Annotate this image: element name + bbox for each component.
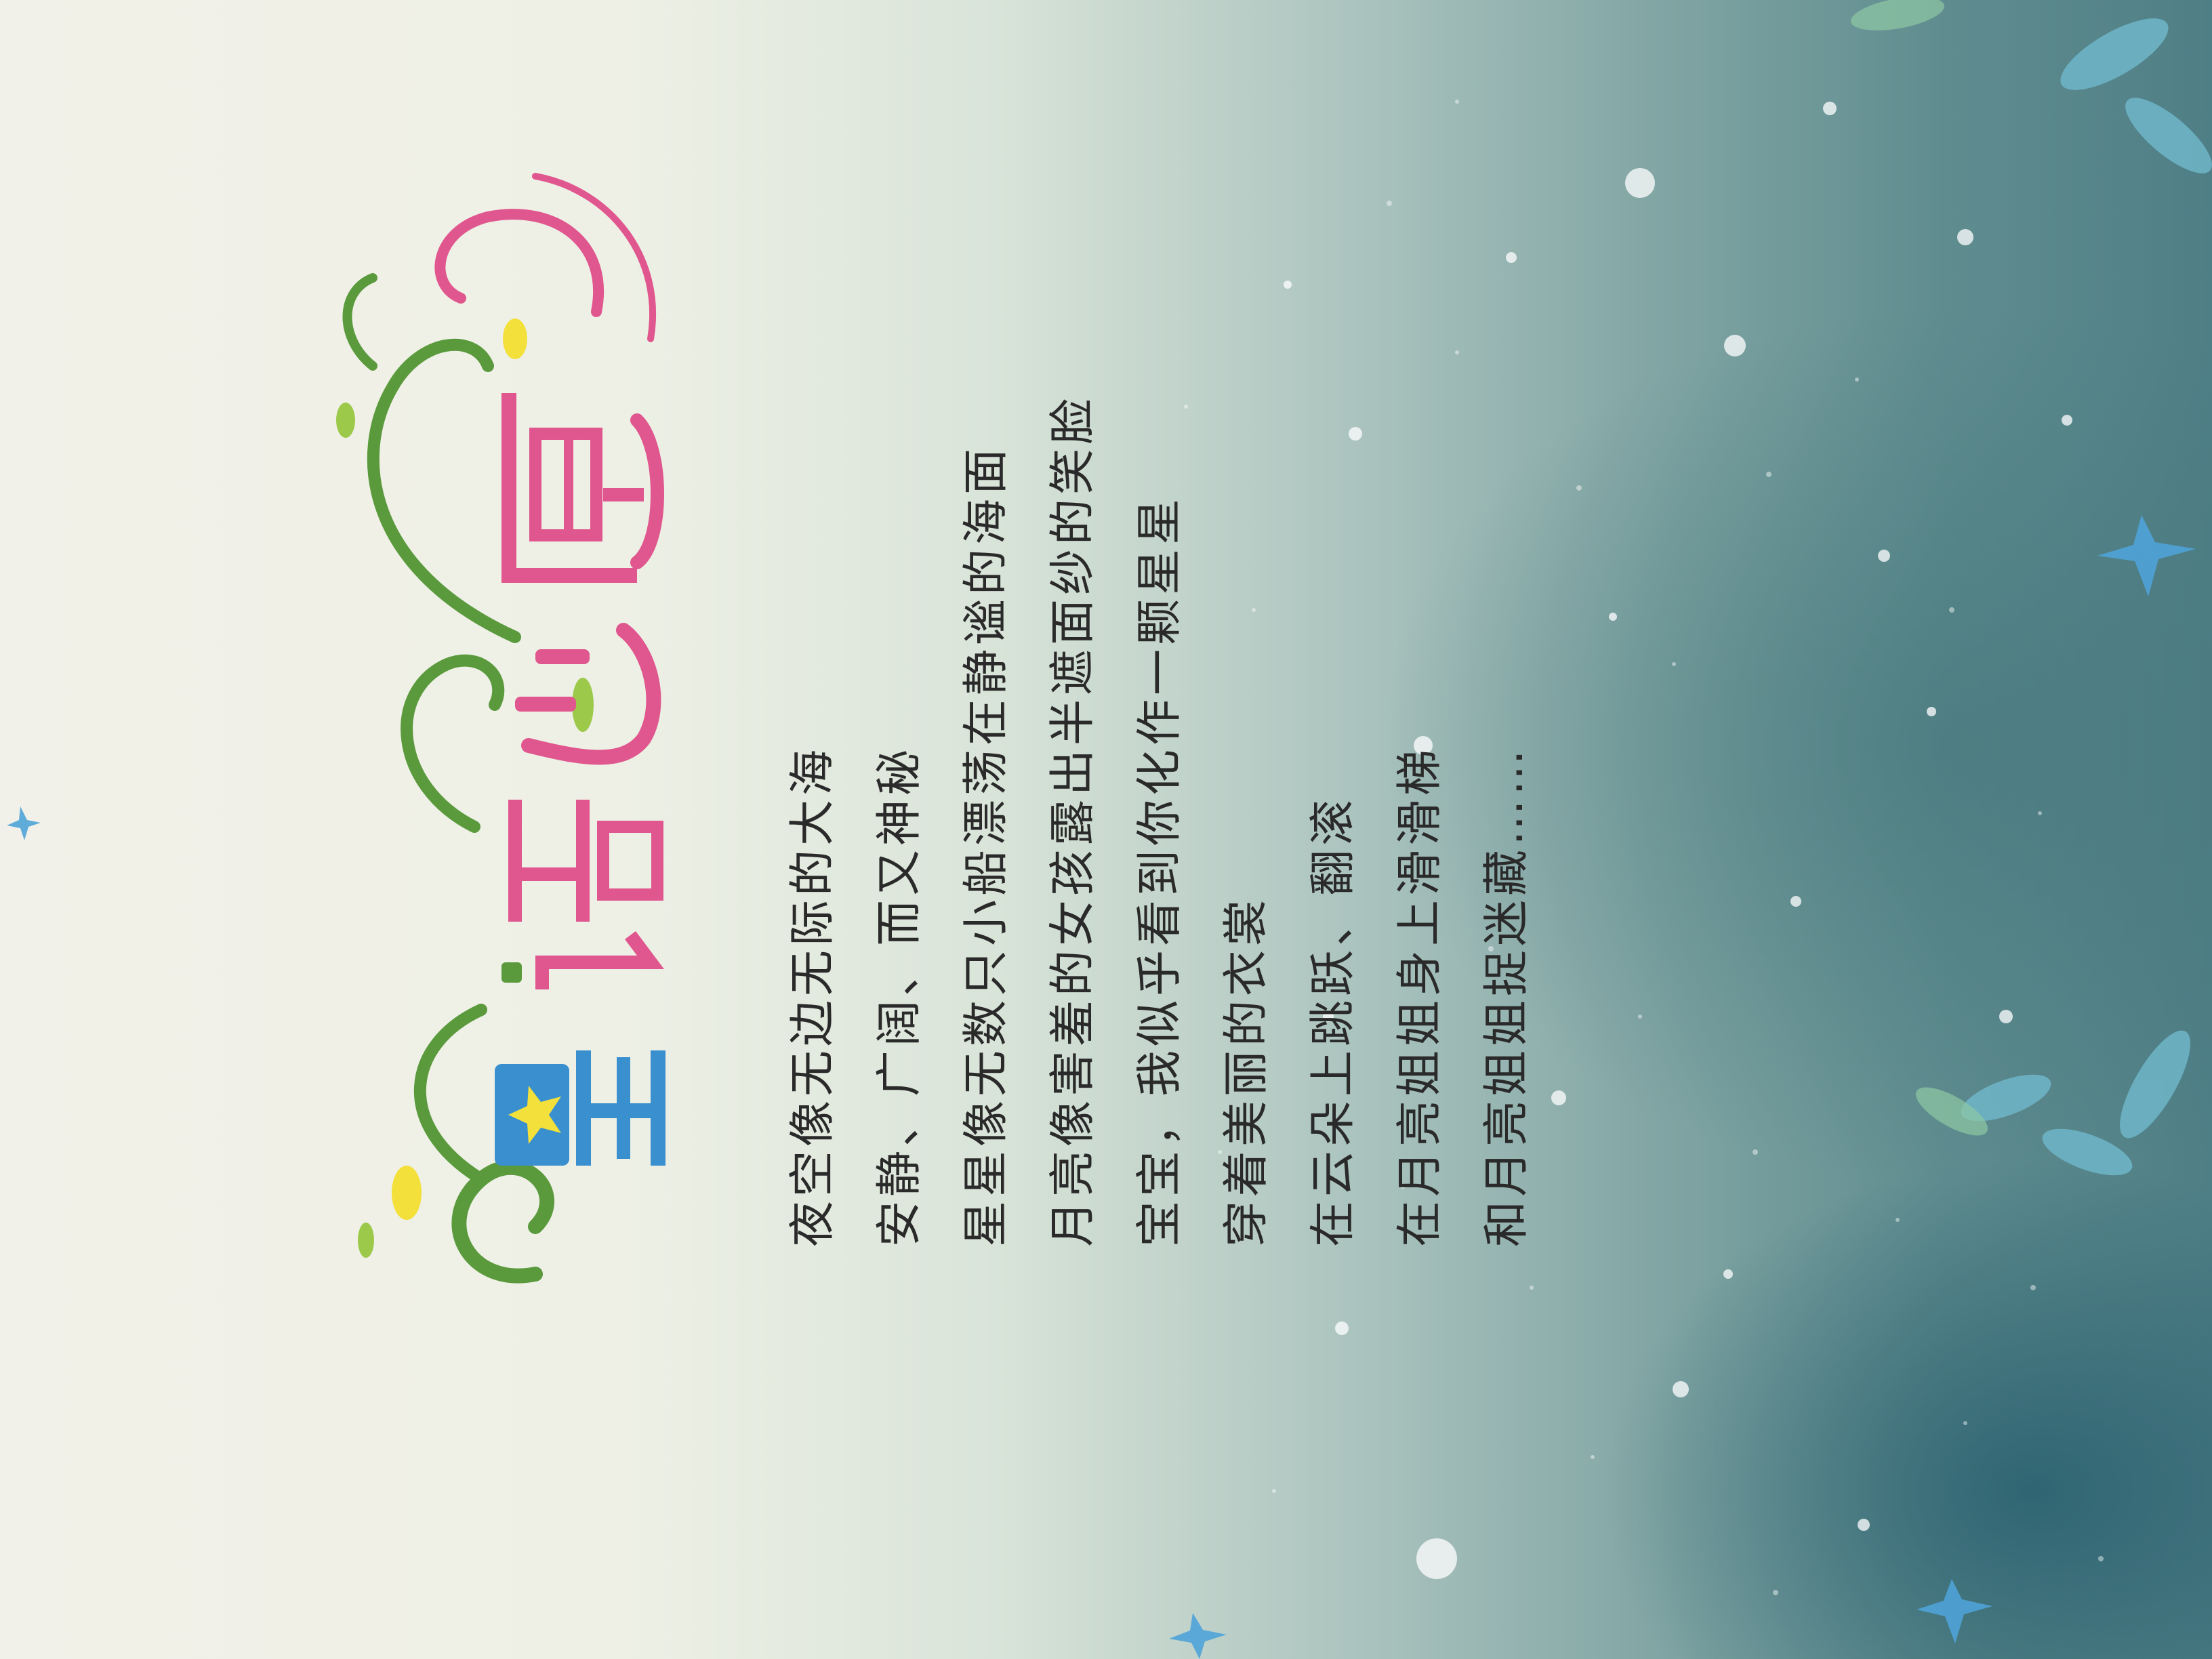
poem-line: 穿着美丽的衣裳	[1220, 895, 1273, 1247]
poem-line: 夜空像无边无际的大海	[786, 745, 840, 1247]
poem-block: 夜空像无边无际的大海 安静、广阔、而又神秘 星星像无数只小船漂荡在静谧的海面 月…	[786, 394, 1898, 1247]
title-logo	[336, 173, 665, 1284]
poem-line: 在月亮姐姐身上滑滑梯	[1393, 745, 1447, 1247]
poem-line: 安静、广阔、而又神秘	[873, 745, 926, 1247]
poem-line: 和月亮姐姐捉迷藏……	[1480, 745, 1534, 1247]
poem-line: 宝宝，我似乎看到你化作一颗星星	[1133, 494, 1187, 1247]
poem-line: 在云朵上跳跃、翻滚	[1307, 795, 1360, 1247]
poem-line: 月亮像害羞的女孩露出半遮面纱的笑脸	[1046, 394, 1100, 1247]
poem-line: 星星像无数只小船漂荡在静谧的海面	[960, 444, 1013, 1247]
